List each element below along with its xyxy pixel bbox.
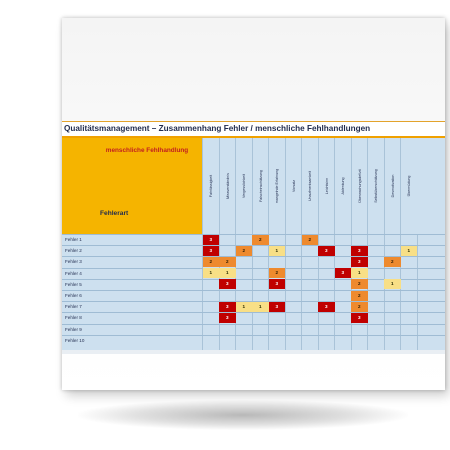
page-shadow [78,400,408,430]
header-top-label: menschliche Fehlhandlung [105,147,189,154]
rating-cell: 1 [235,301,252,312]
rating-cell: 1 [268,245,285,256]
table-row: Fehler 10 [62,334,445,346]
column-divider [416,234,418,350]
column-header-8: Ablenkung [334,138,352,234]
column-header-label: Vorsatz [291,180,296,192]
row-label: Fehler 3 [65,259,82,265]
rating-cell: 1 [252,301,269,312]
column-divider [202,234,203,350]
column-divider [367,234,368,350]
column-header-label: mangelnde Erfahrung [275,168,280,204]
column-header-9: Überwachungsdefizit [350,138,369,234]
column-header-label: Leichtsinn [324,177,329,195]
table-row: Fehler 4 [62,267,445,279]
column-header-label: Falscheinschätzung [258,170,263,202]
column-header-label: Desmotivation [390,174,395,198]
column-header-11: Desmotivation [383,138,402,234]
column-divider [218,234,220,350]
rating-cell: 2 [202,256,219,268]
table-row: Fehler 6 [62,290,445,301]
rating-cell: 3 [268,279,285,290]
rating-cell: 2 [351,279,368,290]
row-label: Fehler 2 [65,248,82,254]
column-header-5: Vorsatz [284,138,303,234]
rating-cell: 1 [384,279,401,290]
column-header-label: Ablenkung [341,177,346,195]
table-row: Fehler 5 [62,278,445,290]
row-label: Fehler 6 [65,293,82,298]
row-label: Fehler 10 [65,337,85,343]
row-label: Fehler 8 [65,315,82,321]
column-header-6: Unaufmerksamkeit [301,138,319,234]
matrix-grid: menschliche Fehlhandlung Fehlerart Fahrl… [62,138,445,350]
rating-cell: 1 [219,268,236,279]
column-header-label: Fahrlässigkeit [209,174,214,198]
column-header-2: Vergesslichkeit [235,138,253,234]
row-label: Fehler 5 [65,281,82,287]
table-row: Fehler 8 [62,312,445,323]
column-header-7: Leichtsinn [317,138,336,234]
rating-cell: 2 [301,234,318,245]
matrix-header-cell: menschliche Fehlhandlung Fehlerart [62,138,202,234]
column-header-0: Fahrlässigkeit [202,138,220,234]
rating-cell: 2 [252,234,269,245]
rating-cell: 2 [351,301,368,312]
column-header-label: Übermüdung [407,175,412,197]
column-divider [235,234,236,350]
column-divider [251,234,253,350]
column-divider [301,234,302,350]
rating-cell: 3 [351,245,368,256]
header-bottom-label: Fehlerart [100,210,129,217]
rating-cell: 3 [219,312,236,324]
table-row: Fehler 3 [62,256,445,267]
row-label: Fehler 4 [65,270,82,276]
rating-cell: 3 [219,301,236,312]
column-divider [400,234,401,350]
rating-cell: 2 [384,256,401,268]
rating-cell: 2 [219,256,236,268]
rating-cell: 3 [202,234,219,245]
column-header-12: Übermüdung [400,138,418,234]
rating-cell: 3 [318,245,335,256]
column-header-label: Unaufmerksamkeit [308,171,313,201]
column-divider [317,234,319,350]
rating-cell: 3 [268,301,285,312]
column-header-4: mangelnde Erfahrung [268,138,286,234]
column-header-label: Überwachungsdefizit [357,169,362,203]
rating-cell: 2 [351,290,368,301]
rating-cell: 3 [318,301,335,312]
document-page: Qualitätsmanagement – Zusammenhang Fehle… [62,18,445,390]
rating-cell: 2 [235,245,252,256]
rating-cell: 1 [202,268,219,279]
document-title: Qualitätsmanagement – Zusammenhang Fehle… [64,124,371,133]
title-bar: Qualitätsmanagement – Zusammenhang Fehle… [62,121,445,138]
table-row: Fehler 9 [62,323,445,335]
rating-cell: 1 [400,245,417,256]
rating-cell: 2 [268,268,285,279]
bottom-strip [62,350,445,354]
column-divider [268,234,269,350]
rating-cell: 1 [351,268,368,279]
column-header-label: Selbstüberschätzung [374,169,379,203]
column-header-3: Falscheinschätzung [251,138,270,234]
rating-cell: 3 [351,312,368,324]
column-header-1: Missverständnis [218,138,237,234]
column-header-label: Missverständnis [225,173,230,199]
row-label: Fehler 1 [65,237,82,242]
rating-cell: 3 [202,245,219,256]
table-row: Fehler 2 [62,245,445,256]
rating-cell: 3 [334,268,351,279]
column-header-label: Vergesslichkeit [242,174,247,198]
column-divider [334,234,335,350]
column-divider [284,234,286,350]
rating-cell: 3 [351,256,368,268]
row-label: Fehler 7 [65,304,82,310]
rating-cell: 3 [219,279,236,290]
column-header-10: Selbstüberschätzung [367,138,385,234]
column-divider [383,234,385,350]
row-label: Fehler 9 [65,326,82,332]
